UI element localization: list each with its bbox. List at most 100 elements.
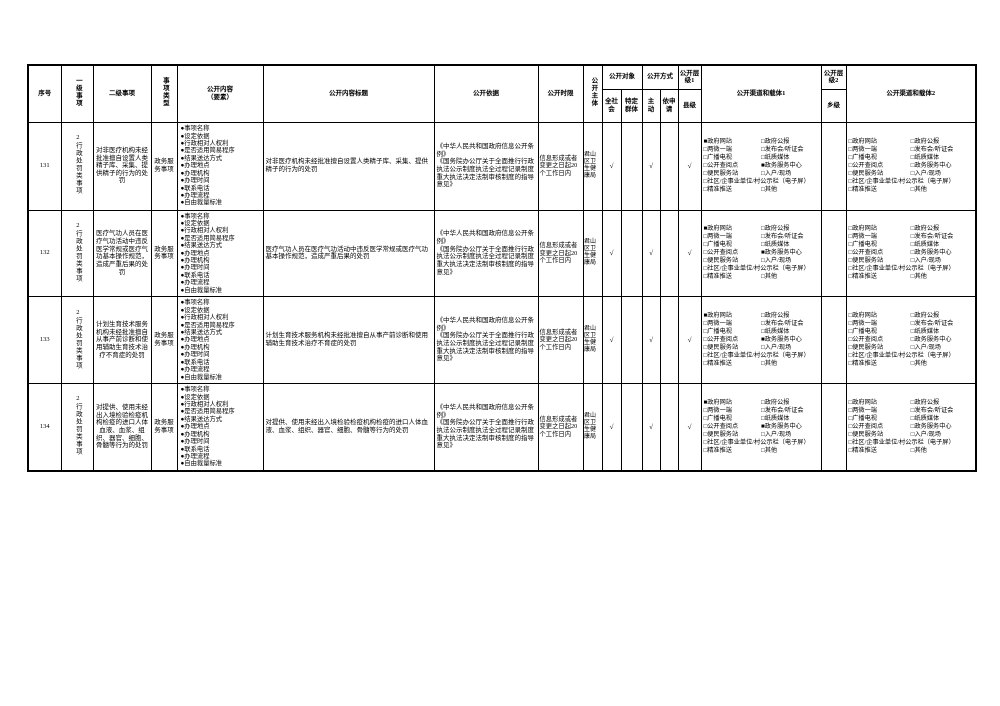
element-item: ●事项名称 [180, 125, 210, 133]
cell-basis: 《中华人民共和国政府信息公开条例》 《国务院办公厅关于全面推行行政执法公示制度执法… [433, 296, 539, 385]
element-item: ●是否适用简易程序 [180, 321, 235, 329]
element-item: ●设定依据 [180, 219, 210, 227]
element-item: ●联系电话 [180, 445, 210, 453]
channel-option-label: 社区/企事业单位/村公示栏（电子屏） [852, 265, 955, 273]
cell-check-specific-group [620, 121, 643, 211]
channel-option: □公开查阅点 [704, 423, 762, 431]
cell-check-specific-group [620, 209, 643, 298]
cell-check-society: √ [601, 296, 622, 385]
cell-channels1: ■政府网站 □政府公报 □两微一端 □发布会/听证会 □广播电视 □纸质媒体 □公开查阅点 ■… [700, 121, 822, 211]
channel-option: □便民服务站 [704, 170, 762, 178]
checkbox-unchecked-icon: □ [703, 447, 708, 455]
checkbox-unchecked-icon: □ [761, 319, 765, 327]
element-item: ●结果送达方式 [180, 242, 223, 250]
channel-option-label: 政府公报 [764, 225, 790, 233]
checkbox-unchecked-icon: □ [848, 447, 853, 455]
checkbox-unchecked-icon: □ [761, 225, 765, 233]
channel-option-label: 入户/现场 [764, 170, 792, 178]
checkbox-unchecked-icon: □ [910, 398, 915, 406]
checkbox-unchecked-icon: □ [703, 233, 708, 241]
checkbox-unchecked-icon: □ [910, 233, 915, 241]
checkbox-unchecked-icon: □ [910, 344, 915, 352]
channel-option: □纸质媒体 [911, 154, 973, 162]
channel-option-label: 其他 [914, 273, 927, 281]
element-item: ●行政相对人权利 [180, 227, 229, 235]
cell-check-township [820, 209, 847, 298]
cell-level1: 2行政处罚类事项 [60, 121, 94, 211]
check-mark: √ [609, 336, 614, 345]
checkbox-unchecked-icon: □ [848, 249, 853, 257]
channel-option-label: 两微一端 [852, 406, 877, 414]
cell-check-county: √ [677, 209, 702, 298]
checkbox-unchecked-icon: □ [848, 344, 853, 352]
channel-option: ■政务服务中心 [761, 249, 819, 257]
channel-option-label: 其他 [764, 186, 778, 194]
channel-option: □便民服务站 [849, 431, 911, 439]
channel-option: □其他 [911, 186, 973, 194]
channel-option: □社区/企事业单位/村公示栏（电子屏） [849, 439, 974, 447]
element-item: ●办理流程 [180, 191, 210, 199]
element-item: ●办理流程 [180, 452, 210, 460]
col-header-specific-group: 特定群体 [620, 88, 643, 123]
channel-option: □两微一端 [704, 233, 762, 241]
disclosure-table-sheet: 序号 一级事项 二级事项 事项类型 公开内容（要素） 公开内容标题 公开依据 公… [27, 64, 977, 472]
checkbox-unchecked-icon: □ [703, 273, 708, 281]
channel-option: □两微一端 [704, 320, 762, 328]
element-item: ●办理地点 [180, 336, 210, 344]
channel-option-label: 精准推送 [707, 186, 732, 194]
cell-channels2: □政府网站 □政府公报 □两微一端 □发布会/听证会 □广播电视 □纸质媒体 □公开查阅点 □… [845, 209, 977, 298]
cell-basis: 《中华人民共和国政府信息公开条例》 《国务院办公厅关于全面推行行政执法公示制度执法… [433, 209, 539, 298]
channel-option: ■政府网站 [704, 138, 762, 146]
channel-option: □社区/企事业单位/村公示栏（电子屏） [704, 178, 819, 186]
element-item: ●办理地点 [180, 249, 210, 257]
channel-option: □入户/现场 [911, 170, 973, 178]
channel-option-label: 发布会/听证会 [914, 406, 954, 414]
checkbox-unchecked-icon: □ [761, 447, 765, 455]
channel-option-label: 政府网站 [707, 225, 732, 233]
channel-option: □政府公报 [911, 399, 973, 407]
checkbox-unchecked-icon: □ [910, 161, 915, 169]
col-header-channel2: 公开渠道和载体2 [845, 64, 977, 123]
channel-option-label: 纸质媒体 [764, 328, 790, 336]
col-header-target-group: 公开对象 [601, 64, 643, 90]
channel-option-label: 政务服务中心 [764, 249, 802, 257]
level1-text: 2行政处罚类事项 [74, 221, 82, 283]
channel-option-label: 入户/现场 [764, 257, 792, 265]
channel-option-label: 广播电视 [852, 328, 877, 336]
cell-seq: 132 [27, 209, 62, 298]
check-mark: √ [687, 249, 692, 258]
channel-option: □发布会/听证会 [911, 146, 973, 154]
checkbox-unchecked-icon: □ [910, 241, 915, 249]
channel-option-label: 政府网站 [852, 225, 877, 233]
element-item: ●办理流程 [180, 279, 210, 287]
channel-option: □发布会/听证会 [761, 233, 819, 241]
channel-option: □发布会/听证会 [761, 146, 819, 154]
cell-check-specific-group [620, 296, 643, 385]
checkbox-unchecked-icon: □ [761, 273, 765, 281]
cell-check-on-request [659, 296, 679, 385]
checkbox-unchecked-icon: □ [703, 406, 708, 414]
channel-option: □发布会/听证会 [761, 320, 819, 328]
channel-option-list: □政府网站 □政府公报 □两微一端 □发布会/听证会 □广播电视 □纸质媒体 □公开查阅点 □… [849, 312, 974, 368]
channel-option: □社区/企事业单位/村公示栏（电子屏） [849, 352, 974, 360]
checkbox-unchecked-icon: □ [761, 414, 765, 422]
checkbox-unchecked-icon: □ [848, 241, 853, 249]
checkbox-unchecked-icon: □ [848, 336, 853, 344]
channel-option: □其他 [761, 273, 819, 281]
channel-option: □其他 [761, 186, 819, 194]
checkbox-unchecked-icon: □ [761, 344, 765, 352]
table-row: 131 2行政处罚类事项 对非医疗机构未经批准擅自设置人类精子库、采集、提供精子的行… [27, 121, 977, 211]
element-item: ●结果送达方式 [180, 329, 223, 336]
channel-option: □纸质媒体 [911, 328, 973, 336]
channel-option-label: 公开查阅点 [852, 336, 884, 344]
checkbox-unchecked-icon: □ [910, 414, 915, 422]
channel-option: □纸质媒体 [911, 241, 973, 249]
element-item: ●办理机构 [180, 430, 210, 438]
cell-type: 政务服务事项 [150, 383, 178, 472]
channel-option: □入户/现场 [911, 431, 973, 439]
cell-level1: 2行政处罚类事项 [60, 296, 94, 385]
channel-option: □社区/企事业单位/村公示栏（电子屏） [704, 439, 819, 447]
col-header-township: 乡级 [820, 88, 847, 123]
element-item: ●设定依据 [180, 393, 210, 401]
channel-option-label: 两微一端 [852, 145, 877, 153]
